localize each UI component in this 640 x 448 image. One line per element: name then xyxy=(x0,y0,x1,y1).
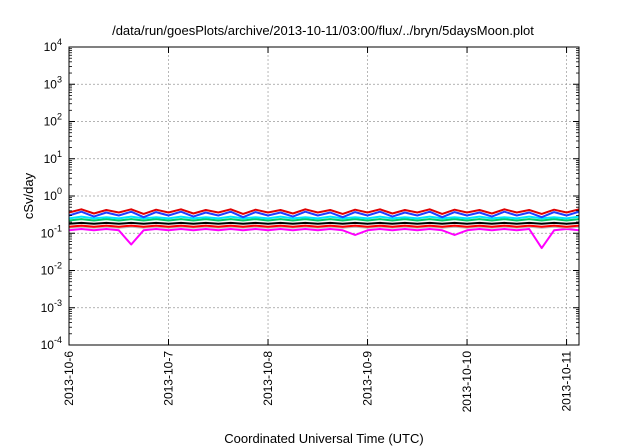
series-line xyxy=(68,218,580,222)
y-axis-label: cSv/day xyxy=(21,172,36,219)
x-tick-label: 2013-10-9 xyxy=(361,351,375,406)
x-tick-label: 2013-10-11 xyxy=(560,351,574,412)
x-tick-label: 2013-10-6 xyxy=(62,351,76,406)
y-tick-label: 10-3 xyxy=(41,298,62,315)
series-group xyxy=(68,208,580,250)
y-tick-label: 101 xyxy=(44,149,62,166)
series-line xyxy=(68,221,580,225)
x-tick-label: 2013-10-8 xyxy=(261,351,275,406)
x-axis: 2013-10-6 2013-10-7 2013-10-8 2013-10-9 2013… xyxy=(62,47,574,412)
series-line xyxy=(68,215,580,220)
y-axis: 10-4 10-3 10-2 10-1 100 101 102 103 104 xyxy=(41,37,579,352)
grid xyxy=(69,47,579,345)
series-line xyxy=(68,225,580,229)
x-tick-label: 2013-10-10 xyxy=(460,351,474,413)
series-line xyxy=(68,208,580,215)
y-tick-label: 10-4 xyxy=(41,335,62,352)
y-tick-label: 10-2 xyxy=(41,261,62,278)
series-line xyxy=(68,228,580,250)
y-tick-label: 103 xyxy=(44,74,62,91)
x-tick-label: 2013-10-7 xyxy=(162,351,176,406)
y-tick-label: 10-1 xyxy=(41,223,62,240)
y-tick-label: 100 xyxy=(44,186,62,203)
y-tick-label: 104 xyxy=(44,37,62,54)
y-tick-label: 102 xyxy=(44,112,62,129)
x-axis-label: Coordinated Universal Time (UTC) xyxy=(224,431,423,446)
series-line xyxy=(68,224,580,228)
series-line xyxy=(68,210,580,219)
chart-title: /data/run/goesPlots/archive/2013-10-11/0… xyxy=(112,23,534,38)
